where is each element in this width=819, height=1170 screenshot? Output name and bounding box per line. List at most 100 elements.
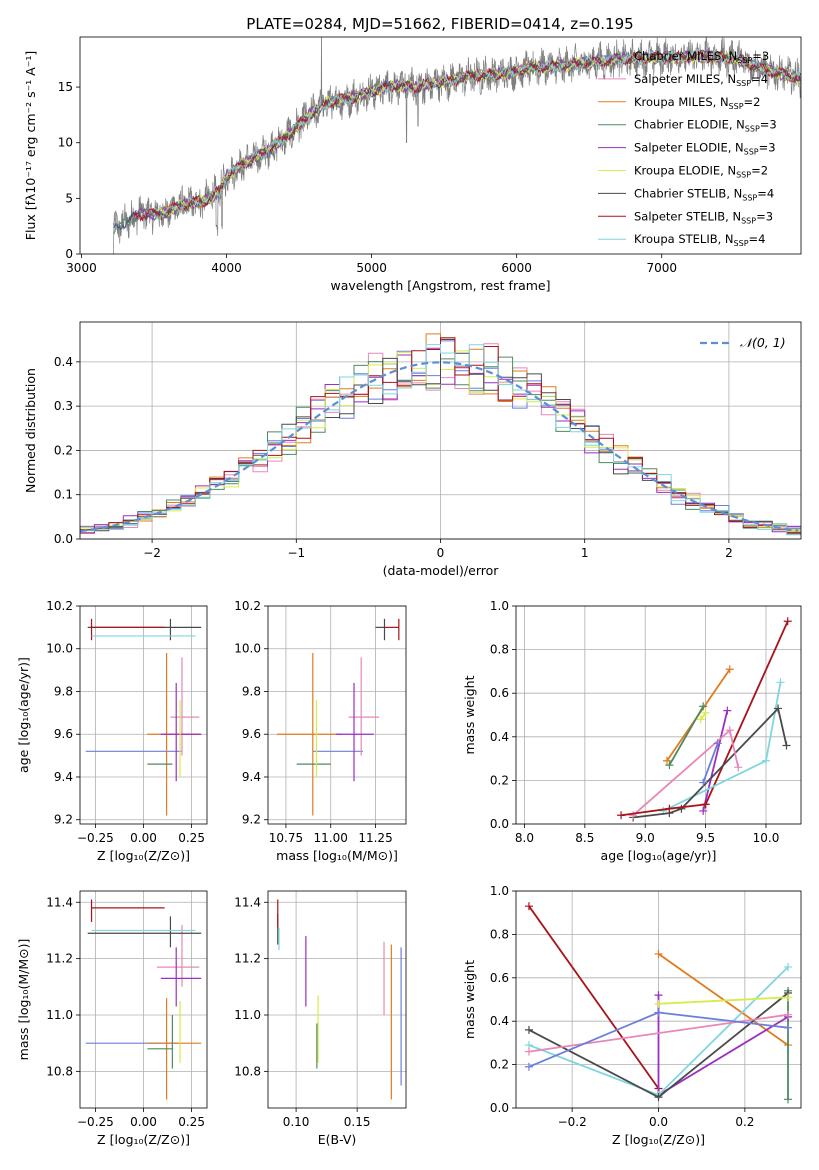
legend-entry: Kroupa STELIB, NSSP=4 — [634, 232, 765, 248]
y-tick-label: 0.1 — [54, 488, 73, 502]
x-tick-label: 0.00 — [130, 831, 157, 845]
figure-title: PLATE=0284, MJD=51662, FIBERID=0414, z=0… — [246, 15, 633, 33]
x-tick-label: 6000 — [501, 261, 532, 275]
spectrum-legend: Chabrier MILES, NSSP=3 Salpeter MILES, NS… — [598, 49, 777, 248]
residual-hist-kroupa_stelib — [80, 344, 801, 538]
y-tick-label: 0.2 — [490, 1058, 509, 1072]
x-tick-label: 8.5 — [575, 831, 594, 845]
series-marker — [617, 811, 626, 820]
series-marker — [654, 999, 663, 1008]
errorbar-chabrier_stelib — [375, 618, 386, 641]
y-tick-label: 11.4 — [46, 895, 73, 909]
plot-area-age_vs_Z — [85, 618, 202, 816]
panel-massweight_vs_Z: −0.2 0.0 0.2 0.0 0.2 0.4 0.6 0.8 1.0 Z [log₁₀(Z/Z… — [462, 884, 802, 1147]
x-tick-label: 1 — [581, 546, 589, 560]
series-marker — [776, 678, 785, 687]
errorbar-salpeter_elodie — [336, 682, 374, 782]
series-marker — [654, 1093, 663, 1102]
y-tick-label: 0.2 — [54, 443, 73, 457]
y-tick-label: 0.3 — [54, 399, 73, 413]
series-marker — [524, 1062, 533, 1071]
errorbar-salpeter_miles — [156, 924, 200, 987]
x-tick-label: −0.25 — [77, 1115, 114, 1129]
errorbar-chabrier_elodie — [147, 1015, 173, 1069]
y-tick-label: 9.6 — [242, 727, 261, 741]
panel-age_vs_mass: 10.75 11.00 11.25 9.2 9.4 9.6 9.8 10.0 10.2 mass … — [234, 599, 407, 863]
series-marker — [662, 756, 671, 765]
y-tick-label: 10.8 — [46, 1064, 73, 1078]
series-marker — [723, 706, 732, 715]
axes-frame — [515, 605, 802, 825]
y-tick-label: 9.6 — [54, 727, 73, 741]
series-line-chabrier_elodie — [668, 705, 704, 766]
series-line-salpeter_stelib — [704, 620, 789, 805]
series-marker — [665, 761, 674, 770]
y-tick-label: 10.0 — [234, 642, 261, 656]
y-tick-label: 15 — [58, 80, 73, 94]
errorbar-chabrier_stelib — [87, 618, 202, 641]
x-tick-label: 0.25 — [178, 1115, 205, 1129]
series-line-salpeter_elodie — [702, 710, 729, 812]
spectrum-data-line — [113, 37, 801, 254]
plot-area-massweight_vs_age — [617, 617, 792, 822]
series-line-chabrier_miles — [702, 742, 719, 783]
x-axis-label: Z [log₁₀(Z/Z⊙)] — [97, 1132, 190, 1147]
errorbar-kroupa_miles — [276, 653, 342, 816]
x-tick-label: 11.25 — [358, 831, 392, 845]
legend-entry: Kroupa ELODIE, NSSP=2 — [634, 164, 768, 180]
errorbar-salpeter_stelib — [90, 618, 165, 641]
plot-area-mass_vs_ebv — [277, 899, 402, 1100]
series-marker — [699, 806, 708, 815]
errorbar-salpeter_elodie — [160, 682, 202, 782]
errorbar-salpeter_miles — [170, 657, 200, 756]
x-axis-label: age [log₁₀(age/yr)] — [601, 848, 717, 863]
series-marker — [654, 991, 663, 1000]
y-axis-label: age [log₁₀(age/yr)] — [16, 657, 31, 773]
legend-entry: Salpeter ELODIE, NSSP=3 — [634, 141, 776, 157]
series-marker — [784, 1095, 793, 1104]
series-marker — [761, 756, 770, 765]
series-marker — [784, 962, 793, 971]
x-tick-label: −0.2 — [558, 1115, 587, 1129]
x-tick-label: 2 — [725, 546, 733, 560]
legend-entry: Salpeter MILES, NSSP=4 — [634, 72, 768, 88]
series-marker — [701, 708, 710, 717]
spectrum-model-kroupa_stelib — [153, 48, 801, 221]
y-tick-label: 9.4 — [54, 770, 73, 784]
y-axis-label: Flux [fλ10⁻¹⁷ erg cm⁻² s⁻¹ A⁻¹] — [23, 51, 38, 240]
plot-area-spectrum — [112, 37, 801, 254]
x-axis-label: Z [log₁₀(Z/Z⊙)] — [612, 1132, 705, 1147]
series-marker — [701, 800, 710, 809]
x-tick-label: 11.00 — [314, 831, 348, 845]
y-axis-label: mass weight — [462, 960, 477, 1039]
legend-entry: Kroupa MILES, NSSP=2 — [634, 95, 760, 111]
series-marker — [713, 739, 722, 748]
series-marker — [783, 617, 792, 626]
plot-area-age_vs_mass — [276, 618, 400, 816]
x-axis-label: (data-model)/error — [383, 563, 500, 578]
x-tick-label: 10.0 — [753, 831, 780, 845]
x-tick-label: 10.75 — [269, 831, 303, 845]
x-tick-label: 0.25 — [178, 831, 205, 845]
legend-entry: Chabrier STELIB, NSSP=4 — [634, 186, 774, 202]
plot-area-massweight_vs_Z — [524, 902, 793, 1104]
legend-entry: Chabrier MILES, NSSP=3 — [634, 49, 769, 65]
series-marker — [725, 726, 734, 735]
y-tick-label: 11.0 — [46, 1008, 73, 1022]
x-axis-label: mass [log₁₀(M/M⊙)] — [276, 848, 398, 863]
y-tick-label: 9.2 — [242, 813, 261, 827]
x-tick-label: 9.0 — [636, 831, 655, 845]
y-tick-label: 0.4 — [490, 1014, 509, 1028]
errorbar-salpeter_stelib — [90, 899, 165, 922]
legend-entry: 𝒩(0, 1) — [740, 335, 786, 350]
series-marker — [524, 1025, 533, 1034]
y-tick-label: 10.8 — [234, 1064, 261, 1078]
x-tick-label: 0.0 — [649, 1115, 668, 1129]
series-marker — [784, 1023, 793, 1032]
y-tick-label: 0.8 — [490, 927, 509, 941]
x-tick-label: 0.10 — [283, 1115, 310, 1129]
panel-mass_vs_ebv: 0.10 0.15 10.8 11.0 11.2 11.4 E(B-V) — [234, 890, 407, 1147]
y-tick-label: 0 — [65, 247, 73, 261]
y-tick-label: 11.4 — [234, 895, 261, 909]
